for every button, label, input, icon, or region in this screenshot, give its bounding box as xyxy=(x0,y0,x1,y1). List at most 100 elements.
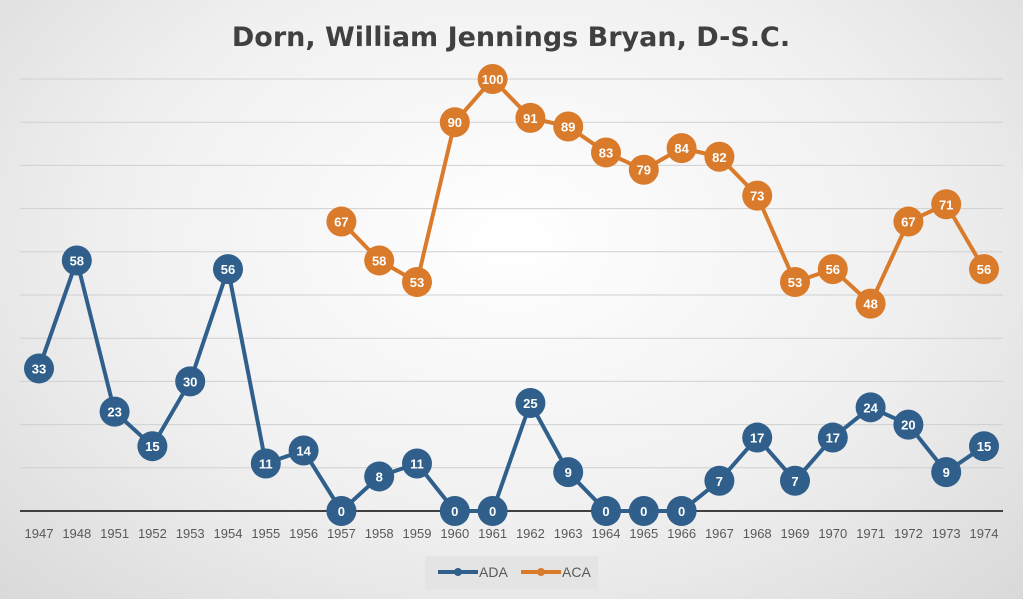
data-point-ada xyxy=(175,366,206,397)
data-point-aca xyxy=(402,267,432,298)
x-tick-label: 1970 xyxy=(818,526,847,541)
data-label: 56 xyxy=(826,262,840,277)
data-point-ada xyxy=(591,496,621,526)
data-point-ada xyxy=(402,448,432,479)
data-label: 53 xyxy=(788,275,802,290)
data-point-ada xyxy=(24,353,54,384)
data-point-ada xyxy=(137,431,168,462)
data-label: 100 xyxy=(482,72,504,87)
data-point-aca xyxy=(855,288,886,319)
chart-title: Dorn, William Jennings Bryan, D-S.C. xyxy=(232,22,790,53)
data-point-aca xyxy=(931,189,962,220)
x-tick-label: 1963 xyxy=(554,526,583,541)
data-label: 73 xyxy=(750,189,764,204)
data-point-aca xyxy=(704,141,735,172)
data-label: 67 xyxy=(334,215,348,230)
data-label: 7 xyxy=(791,474,798,489)
data-point-aca xyxy=(591,137,621,168)
data-label: 83 xyxy=(599,145,613,160)
data-point-ada xyxy=(628,496,659,526)
data-point-ada xyxy=(326,496,357,526)
data-point-aca xyxy=(515,102,546,133)
data-label: 9 xyxy=(943,465,950,480)
data-label: 17 xyxy=(826,431,840,446)
data-label: 0 xyxy=(489,504,496,519)
data-point-ada xyxy=(553,457,584,488)
gridlines xyxy=(20,78,1003,512)
data-label: 0 xyxy=(640,504,647,519)
x-tick-label: 1969 xyxy=(781,526,810,541)
data-label: 89 xyxy=(561,120,575,135)
legend-marker xyxy=(454,568,462,576)
data-point-aca xyxy=(477,64,508,94)
x-tick-label: 1952 xyxy=(138,526,167,541)
data-point-ada xyxy=(817,422,848,453)
data-label: 15 xyxy=(145,439,159,454)
x-tick-label: 1956 xyxy=(289,526,318,541)
x-tick-label: 1971 xyxy=(856,526,885,541)
data-point-ada xyxy=(742,422,773,453)
data-label: 56 xyxy=(221,262,235,277)
x-tick-label: 1972 xyxy=(894,526,923,541)
data-label: 0 xyxy=(602,504,609,519)
data-point-ada xyxy=(61,245,92,276)
data-label: 58 xyxy=(372,253,386,268)
data-label: 90 xyxy=(448,115,462,130)
data-point-ada xyxy=(515,388,546,418)
data-point-ada xyxy=(855,392,886,423)
x-tick-label: 1965 xyxy=(629,526,658,541)
x-tick-label: 1973 xyxy=(932,526,961,541)
x-tick-label: 1951 xyxy=(100,526,129,541)
x-tick-label: 1959 xyxy=(403,526,432,541)
data-point-aca xyxy=(666,133,697,164)
data-label: 48 xyxy=(863,297,877,312)
legend-marker xyxy=(537,568,545,576)
data-label: 84 xyxy=(674,141,689,156)
data-point-aca xyxy=(780,267,810,298)
data-point-ada xyxy=(364,461,395,492)
x-tick-label: 1966 xyxy=(667,526,696,541)
data-label: 53 xyxy=(410,275,424,290)
data-point-aca xyxy=(969,254,999,285)
x-tick-label: 1947 xyxy=(25,526,54,541)
x-tick-label: 1967 xyxy=(705,526,734,541)
data-point-ada xyxy=(969,431,999,462)
data-point-ada xyxy=(213,254,243,285)
data-point-ada xyxy=(893,409,924,440)
data-label: 17 xyxy=(750,431,764,446)
data-point-aca xyxy=(553,111,584,142)
data-label: 82 xyxy=(712,150,726,165)
data-label: 0 xyxy=(678,504,685,519)
x-tick-label: 1968 xyxy=(743,526,772,541)
x-tick-label: 1974 xyxy=(970,526,999,541)
legend: ADA ACA xyxy=(425,556,598,589)
data-label: 56 xyxy=(977,262,991,277)
x-tick-label: 1961 xyxy=(478,526,507,541)
data-label: 33 xyxy=(32,361,46,376)
data-point-ada xyxy=(666,496,697,526)
data-point-ada xyxy=(704,465,735,496)
x-tick-label: 1957 xyxy=(327,526,356,541)
data-point-ada xyxy=(288,435,319,466)
data-label: 79 xyxy=(637,163,651,178)
x-tick-label: 1958 xyxy=(365,526,394,541)
data-label: 11 xyxy=(410,456,424,471)
x-tick-label: 1964 xyxy=(592,526,621,541)
data-point-aca xyxy=(893,206,924,237)
data-label: 30 xyxy=(183,374,197,389)
legend-label: ACA xyxy=(562,564,591,580)
data-label: 0 xyxy=(451,504,458,519)
x-tick-label: 1960 xyxy=(440,526,469,541)
x-tick-label: 1953 xyxy=(176,526,205,541)
data-point-aca xyxy=(628,154,659,185)
data-label: 24 xyxy=(863,400,878,415)
data-label: 23 xyxy=(107,405,121,420)
data-point-ada xyxy=(250,448,281,479)
series-line-aca xyxy=(339,77,986,306)
data-point-aca xyxy=(817,254,848,285)
data-label: 11 xyxy=(259,456,273,471)
data-point-aca xyxy=(439,107,470,138)
data-label: 7 xyxy=(716,474,723,489)
